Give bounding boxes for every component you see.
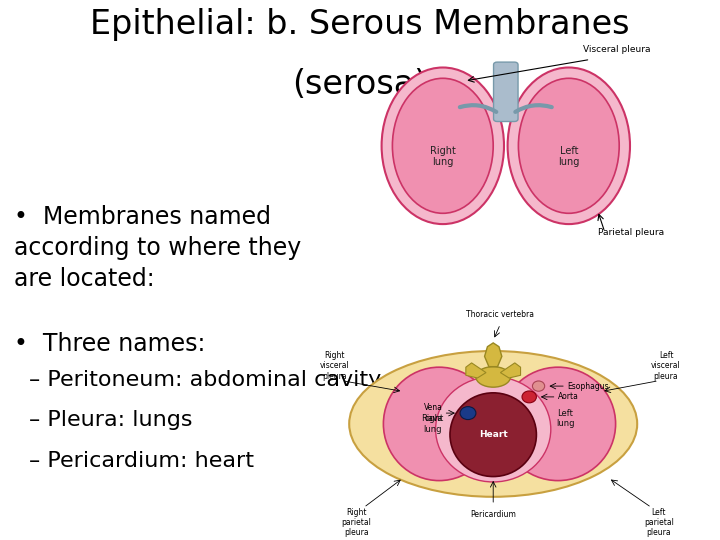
Ellipse shape	[518, 78, 619, 213]
Text: Left
lung: Left lung	[558, 146, 580, 167]
Ellipse shape	[500, 367, 616, 481]
Ellipse shape	[349, 351, 637, 497]
Polygon shape	[466, 363, 486, 378]
Text: Right
visceral
pleura: Right visceral pleura	[320, 351, 350, 381]
Text: Aorta: Aorta	[558, 393, 579, 401]
Ellipse shape	[436, 377, 551, 482]
Text: Right
parietal
pleura: Right parietal pleura	[341, 508, 372, 537]
Text: •  Membranes named
according to where they
are located:: • Membranes named according to where the…	[14, 205, 302, 291]
Ellipse shape	[382, 68, 504, 224]
Text: Heart: Heart	[479, 430, 508, 439]
Text: Right
lung: Right lung	[421, 414, 443, 434]
Text: – Pleura: lungs: – Pleura: lungs	[29, 410, 192, 430]
Text: Left
lung: Left lung	[556, 409, 575, 428]
Text: Right
lung: Right lung	[430, 146, 456, 167]
Text: Esophagus: Esophagus	[567, 382, 609, 390]
Text: – Peritoneum: abdominal cavity: – Peritoneum: abdominal cavity	[29, 370, 381, 390]
Ellipse shape	[460, 407, 476, 420]
Text: Thoracic vertebra: Thoracic vertebra	[467, 309, 534, 319]
Text: Pericardium: Pericardium	[470, 510, 516, 519]
Text: Epithelial: b. Serous Membranes: Epithelial: b. Serous Membranes	[90, 8, 630, 41]
Ellipse shape	[450, 393, 536, 477]
Polygon shape	[485, 343, 502, 367]
Text: •  Three names:: • Three names:	[14, 332, 206, 356]
Text: Left
parietal
pleura: Left parietal pleura	[644, 508, 674, 537]
Ellipse shape	[476, 367, 510, 387]
FancyBboxPatch shape	[494, 62, 518, 122]
Text: (serosa): (serosa)	[292, 68, 428, 100]
Ellipse shape	[532, 381, 544, 391]
Text: – Pericardium: heart: – Pericardium: heart	[29, 451, 254, 471]
Text: Vena
cava: Vena cava	[424, 403, 443, 423]
Ellipse shape	[508, 68, 630, 224]
Text: Left
visceral
pleura: Left visceral pleura	[651, 351, 681, 381]
Ellipse shape	[383, 367, 495, 481]
Text: Parietal pleura: Parietal pleura	[598, 228, 664, 237]
Ellipse shape	[392, 78, 493, 213]
Polygon shape	[500, 363, 521, 378]
Ellipse shape	[522, 391, 536, 403]
Text: Visceral pleura: Visceral pleura	[583, 45, 651, 54]
